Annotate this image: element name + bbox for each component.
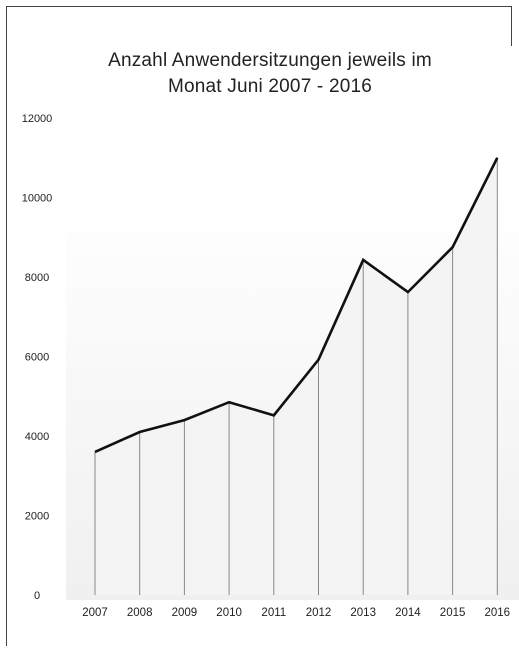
y-tick-label: 12000 <box>22 113 53 125</box>
chart-title-line-1: Anzahl Anwendersitzungen jeweils im <box>108 50 432 71</box>
frame-border-top <box>6 6 512 7</box>
series-area <box>95 157 498 595</box>
y-tick-label: 8000 <box>25 272 49 284</box>
x-tick-label: 2007 <box>82 607 108 619</box>
x-tick-label: 2010 <box>216 607 242 619</box>
chart-title-line-2: Monat Juni 2007 - 2016 <box>167 76 373 97</box>
x-tick-label: 2012 <box>306 607 332 619</box>
frame-border-right <box>511 6 512 46</box>
y-tick-label: 0 <box>34 590 40 602</box>
chart-title: Anzahl Anwendersitzungen jeweils im Mona… <box>60 48 480 100</box>
x-tick-label: 2013 <box>350 607 376 619</box>
series-line <box>94 157 499 454</box>
frame-border-left <box>6 6 7 646</box>
y-tick-label: 2000 <box>25 511 49 523</box>
y-tick-label: 4000 <box>25 431 49 443</box>
x-tick-label: 2008 <box>127 607 153 619</box>
x-tick-label: 2009 <box>172 607 198 619</box>
x-tick-label: 2011 <box>261 607 286 619</box>
x-tick-label: 2014 <box>395 607 421 619</box>
y-tick-label: 6000 <box>25 352 49 364</box>
y-tick-label: 10000 <box>22 193 53 205</box>
x-tick-label: 2016 <box>485 607 511 619</box>
x-tick-label: 2015 <box>440 607 466 619</box>
